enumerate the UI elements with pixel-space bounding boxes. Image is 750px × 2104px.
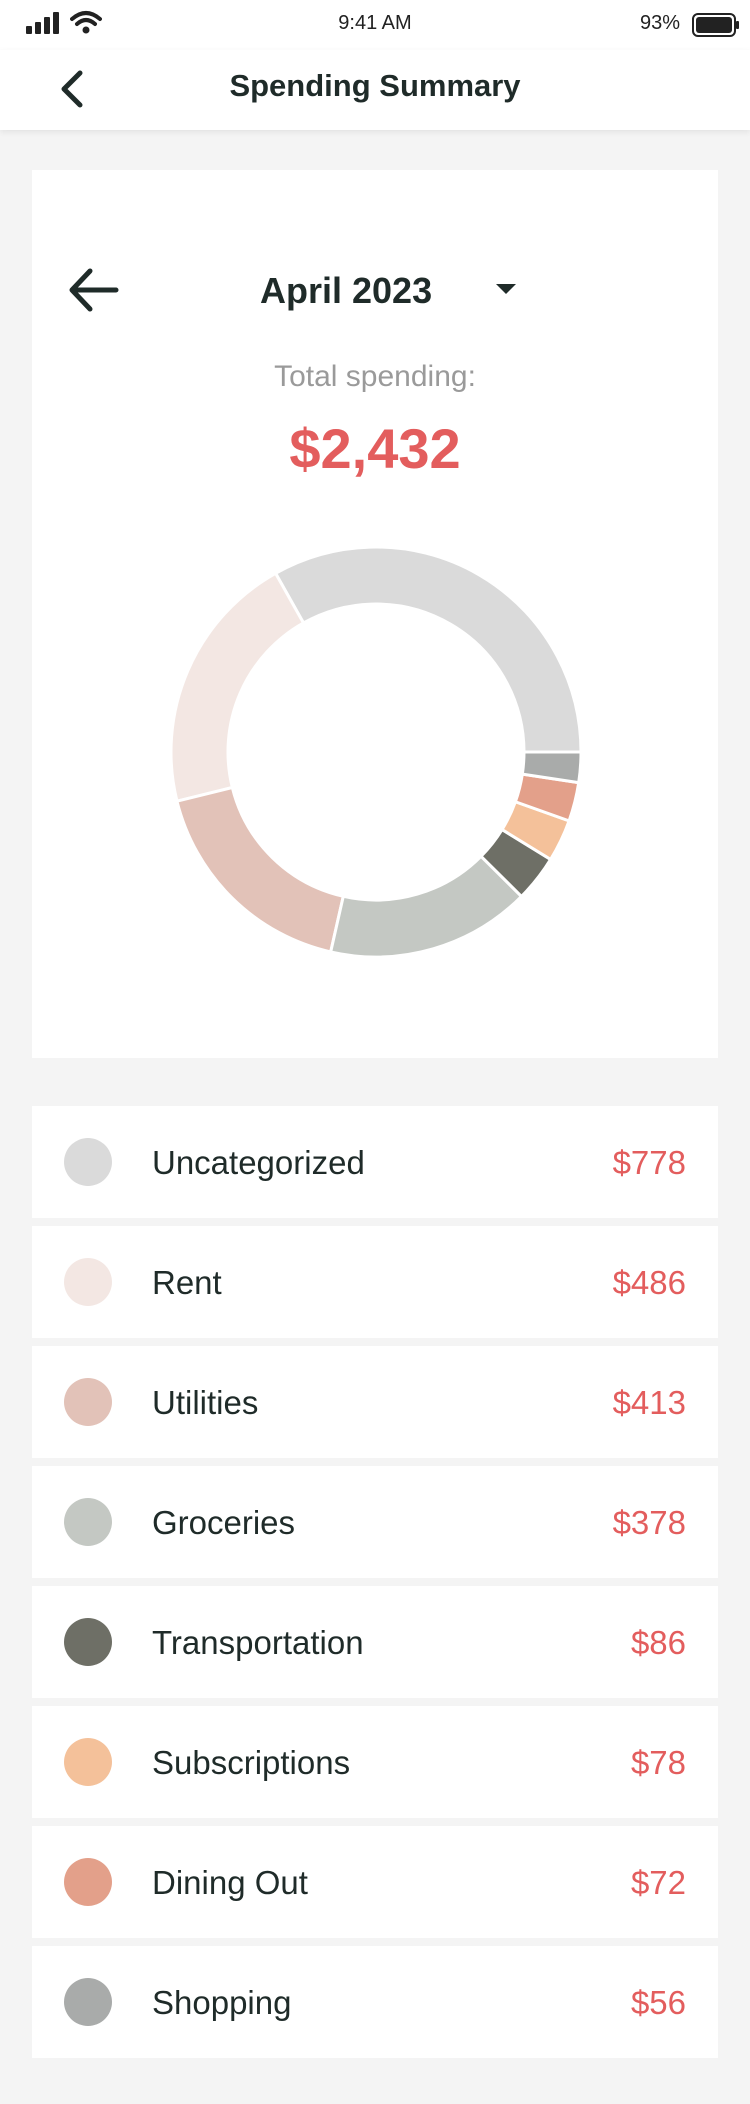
battery-icon	[692, 13, 739, 37]
category-row[interactable]: Groceries $378	[32, 1466, 718, 1578]
status-bar: 9:41 AM 93%	[0, 0, 750, 50]
previous-month-button[interactable]	[64, 260, 124, 320]
category-row[interactable]: Uncategorized $778	[32, 1106, 718, 1218]
category-color-dot	[64, 1618, 112, 1666]
status-time: 9:41 AM	[338, 12, 412, 34]
arrow-left-icon	[69, 268, 119, 312]
page-title: Spending Summary	[229, 68, 521, 103]
category-name: Subscriptions	[152, 1744, 351, 1781]
category-color-dot	[64, 1378, 112, 1426]
category-name: Transportation	[152, 1624, 364, 1661]
month-selector[interactable]: April 2023	[260, 270, 433, 311]
category-name: Rent	[152, 1264, 222, 1301]
category-row[interactable]: Shopping $56	[32, 1946, 718, 2058]
chevron-left-icon	[61, 70, 83, 108]
caret-down-icon[interactable]	[494, 282, 518, 296]
category-color-dot	[64, 1498, 112, 1546]
category-amount: $778	[612, 1144, 686, 1181]
category-row[interactable]: Subscriptions $78	[32, 1706, 718, 1818]
category-name: Shopping	[152, 1984, 292, 2021]
category-row[interactable]: Dining Out $72	[32, 1826, 718, 1938]
category-name: Dining Out	[152, 1864, 308, 1901]
category-color-dot	[64, 1258, 112, 1306]
category-name: Groceries	[152, 1504, 296, 1541]
category-row[interactable]: Rent $486	[32, 1226, 718, 1338]
category-name: Uncategorized	[152, 1144, 365, 1181]
cellular-signal-icon	[26, 12, 59, 34]
category-row[interactable]: Utilities $413	[32, 1346, 718, 1458]
battery-percentage: 93%	[639, 12, 680, 34]
donut-slice-utilities[interactable]	[175, 785, 346, 954]
total-spending-value: $2,432	[289, 417, 461, 480]
back-button[interactable]	[48, 66, 94, 112]
spending-donut-chart	[169, 545, 583, 959]
category-name: Utilities	[152, 1384, 259, 1421]
category-amount: $486	[612, 1264, 686, 1301]
donut-slice-groceries[interactable]	[328, 854, 524, 959]
category-amount: $413	[612, 1384, 686, 1421]
category-amount: $378	[612, 1504, 686, 1541]
donut-slice-rent[interactable]	[169, 571, 306, 803]
spending-summary-card: April 2023 Total spending: $2,432	[32, 170, 718, 1058]
category-color-dot	[64, 1138, 112, 1186]
category-color-dot	[64, 1738, 112, 1786]
donut-slice-uncategorized[interactable]	[273, 545, 583, 754]
navigation-bar: Spending Summary	[0, 50, 750, 130]
donut-slice-shopping[interactable]	[520, 750, 583, 785]
category-color-dot	[64, 1858, 112, 1906]
category-amount: $72	[630, 1864, 686, 1901]
category-amount: $56	[630, 1984, 686, 2021]
wifi-icon	[70, 11, 102, 34]
total-spending-label: Total spending:	[274, 360, 476, 393]
category-amount: $86	[630, 1624, 686, 1661]
category-color-dot	[64, 1978, 112, 2026]
category-amount: $78	[630, 1744, 686, 1781]
category-row[interactable]: Transportation $86	[32, 1586, 718, 1698]
